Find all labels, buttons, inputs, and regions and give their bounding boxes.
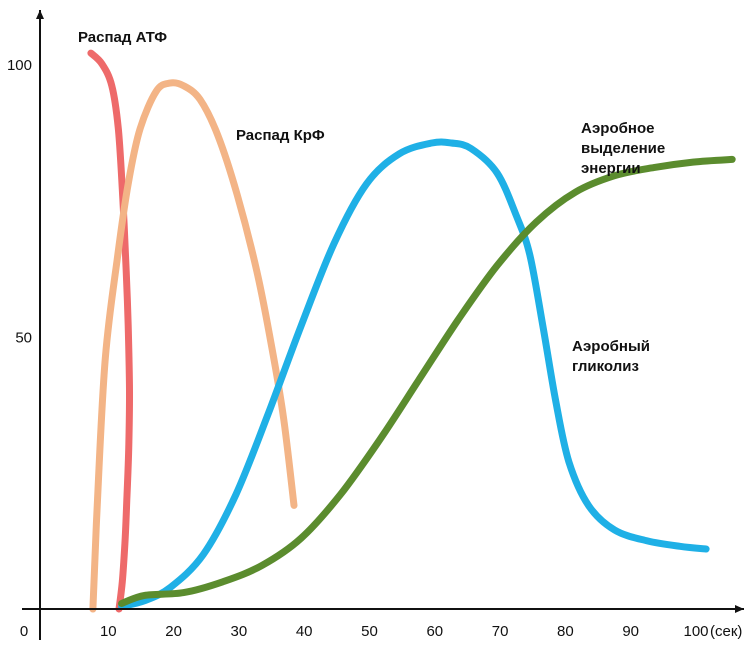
x-tick-label: 30 [231,623,248,640]
series-label-line: Аэробный [572,338,650,355]
y-tick-label: 50 [15,330,32,347]
series-label-2: Распад КрФ [236,127,325,144]
x-axis-unit: (сек) [710,623,742,640]
x-tick-label: 20 [165,623,182,640]
series-line-4 [118,155,736,607]
x-tick-label: 10 [100,623,117,640]
y-tick-label: 100 [7,57,32,74]
x-tick-label: 80 [557,623,574,640]
series-label-line: Распад КрФ [236,127,325,144]
series-label-line: энергии [581,160,641,177]
x-tick-label-origin: 0 [20,623,28,640]
series-label-1: Распад АТФ [78,29,167,46]
series-label-4: Аэробный гликолиз [572,338,650,375]
series-line-1 [87,49,134,613]
series-label-line: Аэробное [581,120,654,137]
x-tick-label: 70 [492,623,509,640]
series-label-3: Аэробное выделение энергии [581,120,665,177]
x-tick-label: 100 [683,623,708,640]
series-label-line: Распад АТФ [78,29,167,46]
x-tick-label: 90 [622,623,639,640]
series-label-line: гликолиз [572,358,639,375]
annotation-layer: Распад АТФ Распад КрФ Аэробное выделение эне… [78,29,665,375]
series-layer [87,49,736,613]
x-tick-label: 50 [361,623,378,640]
x-tick-label: 40 [296,623,313,640]
series-line-2 [89,79,298,613]
series-label-line: выделение [581,140,665,157]
x-tick-label: 60 [426,623,443,640]
series-line-3 [118,138,710,610]
